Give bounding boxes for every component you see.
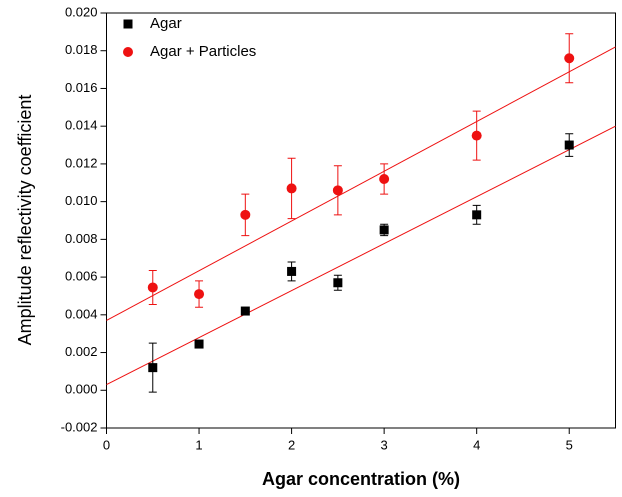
data-point — [287, 266, 297, 276]
data-point — [194, 289, 205, 300]
y-tick-label: 0.020 — [65, 4, 98, 19]
data-point — [379, 225, 389, 235]
y-tick-label: 0.006 — [65, 269, 98, 284]
data-point — [379, 174, 390, 184]
data-point — [240, 306, 250, 316]
data-point — [240, 209, 251, 220]
y-axis-title: Amplitude reflectivity coefficient — [15, 95, 35, 346]
data-point — [147, 282, 158, 293]
plot-frame — [106, 12, 616, 429]
x-axis-title: Agar concentration (%) — [262, 469, 460, 489]
legend-label: Agar + Particles — [150, 43, 256, 60]
y-tick-label: 0.010 — [65, 193, 98, 208]
y-tick-label: -0.002 — [61, 419, 98, 434]
x-tick-label: 2 — [288, 437, 295, 452]
y-tick-label: 0.000 — [65, 382, 98, 397]
data-point — [472, 210, 482, 220]
fit-line — [106, 46, 616, 321]
fit-line — [106, 125, 616, 386]
data-point — [148, 363, 158, 373]
y-tick-label: 0.012 — [65, 155, 98, 170]
data-point — [333, 278, 343, 288]
y-tick-label: 0.008 — [65, 231, 98, 246]
data-point — [286, 183, 297, 194]
legend-marker — [123, 47, 133, 57]
legend-marker — [123, 19, 133, 29]
y-tick-label: 0.018 — [65, 42, 98, 57]
x-tick-label: 1 — [195, 437, 202, 452]
data-point — [564, 53, 575, 64]
y-tick-label: 0.004 — [65, 306, 98, 321]
data-point — [194, 339, 204, 349]
y-tick-label: 0.014 — [65, 118, 98, 133]
y-tick-label: 0.002 — [65, 344, 98, 359]
x-tick-label: 4 — [473, 437, 480, 452]
x-tick-label: 3 — [381, 437, 388, 452]
data-point — [332, 185, 343, 196]
data-point — [564, 140, 574, 150]
legend-label: Agar — [150, 15, 182, 32]
x-tick-label: 5 — [566, 437, 573, 452]
x-tick-label: 0 — [103, 437, 110, 452]
data-point — [471, 130, 482, 141]
y-tick-label: 0.016 — [65, 80, 98, 95]
